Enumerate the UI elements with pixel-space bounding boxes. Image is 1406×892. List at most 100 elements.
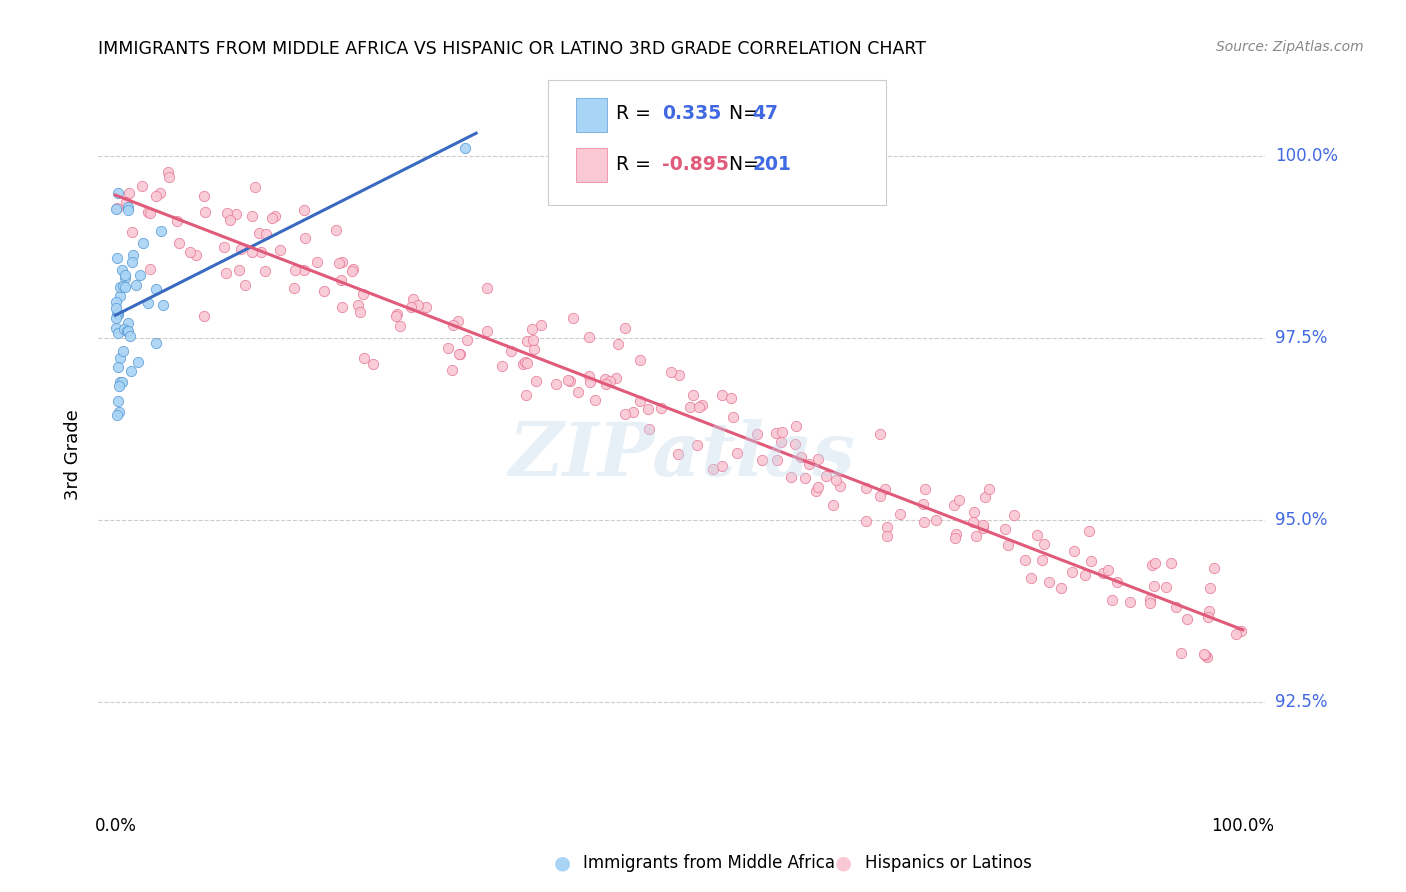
Point [1080,553,1102,567]
Point [973,490,995,504]
Point [114,271,136,285]
Point [120,364,142,378]
Point [1074,567,1097,582]
Point [491,359,513,373]
Point [825,473,848,487]
Point [1225,627,1247,641]
Point [1063,544,1085,558]
Point [943,531,966,545]
Point [139,205,162,219]
Point [443,318,465,333]
Point [283,281,305,295]
Point [105,307,128,321]
Point [108,288,131,302]
Point [1019,571,1042,585]
Point [352,286,374,301]
Point [889,507,911,521]
Point [516,356,538,370]
Point [131,178,153,193]
Point [806,483,828,498]
Point [186,248,208,262]
Point [340,264,363,278]
Point [114,194,136,209]
Point [312,284,335,298]
Point [1062,565,1084,579]
Point [710,458,733,473]
Point [1170,646,1192,660]
Point [558,375,581,389]
Text: -0.895: -0.895 [662,154,730,174]
Point [628,352,651,367]
Point [711,388,734,402]
Point [112,322,135,336]
Point [105,301,128,315]
Point [107,308,129,322]
Text: N=: N= [717,104,765,123]
Point [869,489,891,503]
Point [614,407,637,421]
Point [118,329,141,343]
Point [994,522,1017,536]
Point [1050,581,1073,595]
Point [1230,624,1253,639]
Text: N=: N= [717,154,765,174]
Point [963,505,986,519]
Point [595,377,617,392]
Point [114,280,136,294]
Point [111,343,134,358]
Point [997,538,1019,552]
Point [567,384,589,399]
Point [769,435,792,450]
Point [690,398,713,412]
Point [799,458,821,472]
Point [131,236,153,251]
Point [621,405,644,419]
Point [513,355,536,369]
Point [149,186,172,200]
Point [447,314,470,328]
Point [965,529,987,543]
Point [668,368,690,382]
Point [110,375,132,389]
Point [962,515,984,529]
Point [914,482,936,496]
Point [284,263,307,277]
Point [1198,603,1220,617]
Point [1078,524,1101,538]
Point [745,427,768,442]
Point [385,309,408,323]
Point [117,202,139,217]
Point [876,519,898,533]
Text: ●: ● [835,854,852,873]
Point [105,295,128,310]
Point [228,263,250,277]
Point [1031,553,1053,567]
Point [924,514,946,528]
Point [219,213,242,227]
Point [250,244,273,259]
Point [972,521,994,535]
Point [1144,556,1167,570]
Point [240,244,263,259]
Text: Source: ZipAtlas.com: Source: ZipAtlas.com [1216,40,1364,54]
Point [235,277,257,292]
Point [447,346,470,360]
Text: 0.335: 0.335 [662,104,721,123]
Point [253,263,276,277]
Point [544,376,567,391]
Point [1204,561,1226,575]
Point [583,392,606,407]
Point [347,298,370,312]
Point [828,479,851,493]
Point [105,201,128,215]
Point [1097,563,1119,577]
Point [751,452,773,467]
Point [294,230,316,244]
Point [125,277,148,292]
Point [225,207,247,221]
Point [578,369,600,384]
Point [807,452,830,467]
Point [613,321,636,335]
Point [666,447,689,461]
Point [179,244,201,259]
